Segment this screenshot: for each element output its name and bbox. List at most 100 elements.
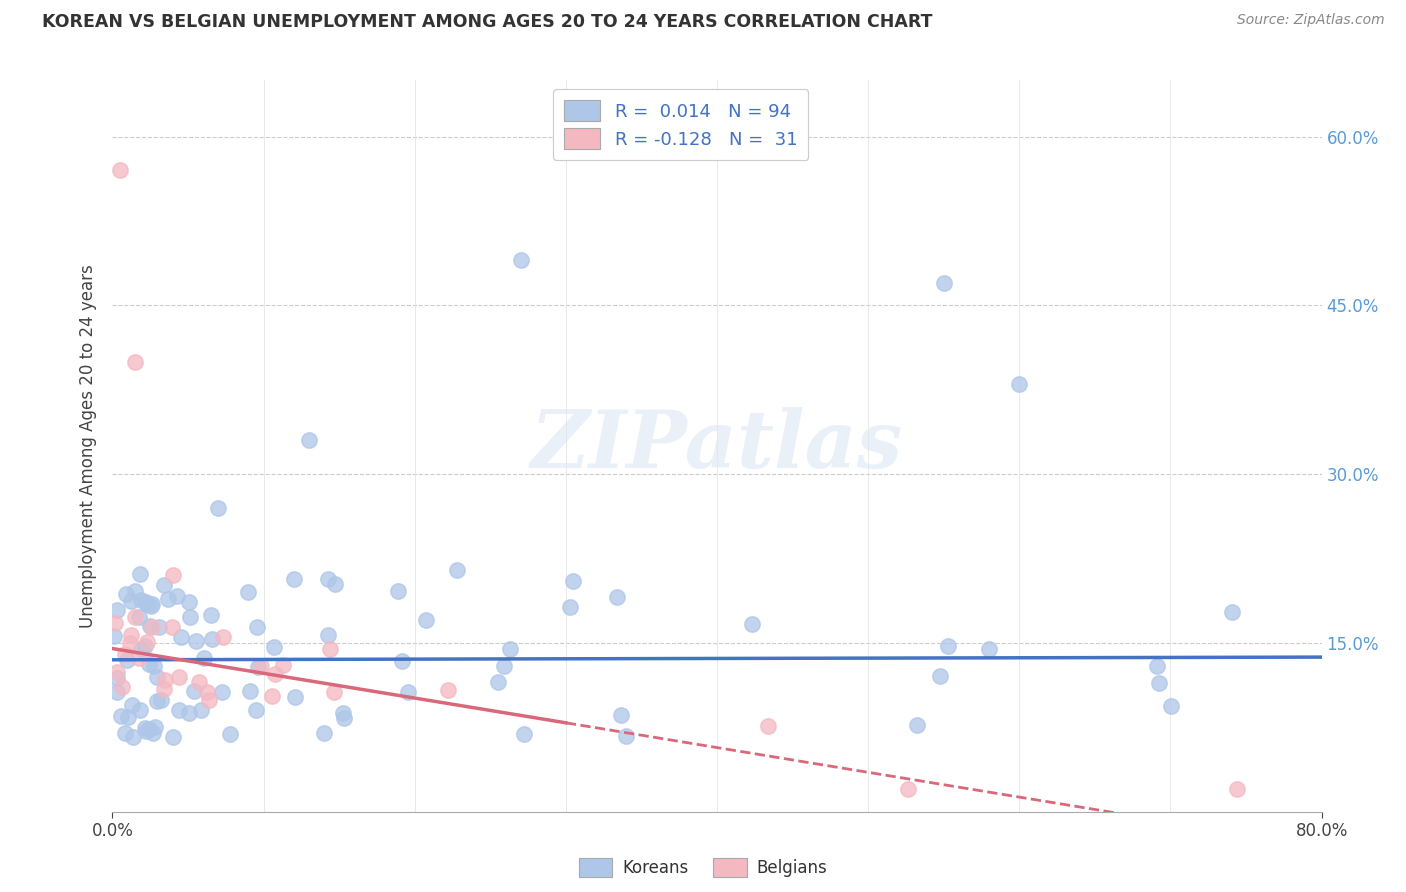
Point — [179, 610, 201, 624]
Point — [492, 658, 515, 673]
Point — [606, 591, 628, 605]
Point — [110, 709, 132, 723]
Point — [239, 684, 262, 698]
Point — [246, 660, 269, 674]
Point — [387, 583, 409, 598]
Text: KOREAN VS BELGIAN UNEMPLOYMENT AMONG AGES 20 TO 24 YEARS CORRELATION CHART: KOREAN VS BELGIAN UNEMPLOYMENT AMONG AGE… — [42, 13, 932, 31]
Point — [139, 599, 162, 614]
Point — [509, 253, 531, 268]
Point — [156, 591, 179, 606]
Point — [558, 600, 581, 615]
Point — [741, 616, 763, 631]
Point — [1160, 698, 1182, 713]
Point — [246, 620, 269, 634]
Point — [200, 608, 222, 623]
Point — [323, 577, 346, 591]
Point — [121, 698, 143, 713]
Point — [128, 610, 150, 624]
Point — [756, 719, 779, 733]
Point — [936, 640, 959, 654]
Point — [263, 640, 285, 654]
Point — [245, 703, 267, 717]
Point — [135, 635, 157, 649]
Point — [142, 726, 165, 740]
Point — [146, 670, 169, 684]
Point — [153, 681, 176, 696]
Point — [122, 731, 145, 745]
Point — [905, 717, 928, 731]
Y-axis label: Unemployment Among Ages 20 to 24 years: Unemployment Among Ages 20 to 24 years — [79, 264, 97, 628]
Point — [131, 593, 153, 607]
Point — [332, 706, 354, 721]
Point — [134, 639, 156, 653]
Point — [211, 685, 233, 699]
Point — [120, 628, 142, 642]
Point — [129, 641, 152, 656]
Point — [162, 730, 184, 744]
Point — [298, 434, 321, 448]
Point — [162, 568, 184, 582]
Point — [928, 669, 950, 683]
Point — [314, 726, 336, 740]
Point — [111, 680, 134, 694]
Point — [115, 653, 138, 667]
Point — [108, 163, 131, 178]
Point — [513, 726, 536, 740]
Point — [198, 693, 221, 707]
Point — [143, 659, 166, 673]
Point — [610, 707, 633, 722]
Point — [436, 683, 458, 698]
Point — [250, 658, 273, 673]
Point — [117, 710, 139, 724]
Point — [415, 613, 437, 627]
Point — [114, 725, 136, 739]
Point — [105, 671, 128, 685]
Point — [124, 583, 146, 598]
Point — [263, 667, 285, 681]
Point — [166, 589, 188, 603]
Point — [177, 706, 200, 721]
Text: ZIPatlas: ZIPatlas — [531, 408, 903, 484]
Point — [316, 628, 339, 642]
Point — [167, 670, 190, 684]
Legend: R =  0.014   N = 94, R = -0.128   N =  31: R = 0.014 N = 94, R = -0.128 N = 31 — [554, 89, 808, 160]
Point — [138, 657, 160, 671]
Point — [124, 354, 146, 368]
Point — [284, 690, 307, 705]
Point — [134, 721, 156, 735]
Point — [138, 722, 160, 736]
Point — [1146, 658, 1168, 673]
Point — [118, 636, 141, 650]
Point — [104, 616, 127, 631]
Point — [136, 597, 159, 611]
Point — [129, 703, 152, 717]
Point — [207, 500, 229, 515]
Point — [977, 641, 1000, 656]
Point — [186, 634, 208, 648]
Point — [148, 620, 170, 634]
Point — [129, 566, 152, 581]
Point — [188, 674, 211, 689]
Point — [138, 619, 160, 633]
Point — [195, 685, 218, 699]
Point — [1226, 782, 1249, 797]
Point — [153, 673, 176, 688]
Point — [114, 647, 136, 661]
Point — [105, 685, 128, 699]
Point — [135, 595, 157, 609]
Point — [146, 693, 169, 707]
Text: Source: ZipAtlas.com: Source: ZipAtlas.com — [1237, 13, 1385, 28]
Point — [446, 563, 468, 577]
Legend: Koreans, Belgians: Koreans, Belgians — [572, 851, 834, 884]
Point — [212, 630, 235, 644]
Point — [1147, 675, 1170, 690]
Point — [316, 572, 339, 586]
Point — [143, 720, 166, 734]
Point — [260, 690, 283, 704]
Point — [149, 692, 172, 706]
Point — [319, 642, 342, 657]
Point — [1220, 605, 1243, 619]
Point — [219, 727, 242, 741]
Point — [105, 603, 128, 617]
Point — [614, 729, 637, 743]
